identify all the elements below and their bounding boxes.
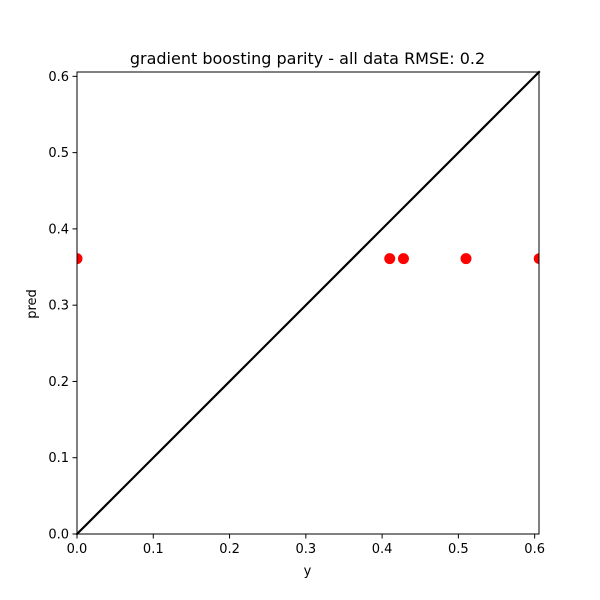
data-point — [77, 253, 83, 265]
y-tick-label: 0.0 — [48, 528, 69, 543]
axis-ticks: 0.0 0.1 0.2 0.3 0.4 0.5 0.6 0.0 0.1 0.2 0.3 0.4 0.5 0… — [48, 70, 545, 557]
y-tick-label: 0.2 — [48, 375, 69, 390]
y-axis-label: pred — [25, 289, 40, 319]
x-tick-label: 0.0 — [67, 542, 88, 557]
axes-frame — [76, 71, 540, 535]
y-tick-label: 0.1 — [48, 451, 69, 466]
x-axis-label: y — [304, 564, 312, 579]
y-tick-label: 0.3 — [48, 299, 69, 314]
y-tick-label: 0.5 — [48, 146, 69, 161]
identity-line — [75, 70, 541, 536]
y-tick-label: 0.6 — [48, 70, 69, 85]
x-tick-label: 0.6 — [524, 542, 545, 557]
plot-area — [75, 70, 541, 536]
y-tick-label: 0.4 — [48, 222, 69, 237]
chart-title: gradient boosting parity - all data RMSE… — [130, 49, 485, 68]
data-point — [533, 253, 539, 265]
x-tick-label: 0.3 — [295, 542, 316, 557]
data-point — [397, 253, 409, 265]
data-point — [384, 253, 396, 265]
data-point — [460, 253, 472, 265]
x-tick-label: 0.5 — [448, 542, 469, 557]
x-tick-label: 0.2 — [219, 542, 240, 557]
x-tick-label: 0.4 — [372, 542, 393, 557]
x-tick-label: 0.1 — [143, 542, 164, 557]
data-points — [77, 253, 539, 265]
